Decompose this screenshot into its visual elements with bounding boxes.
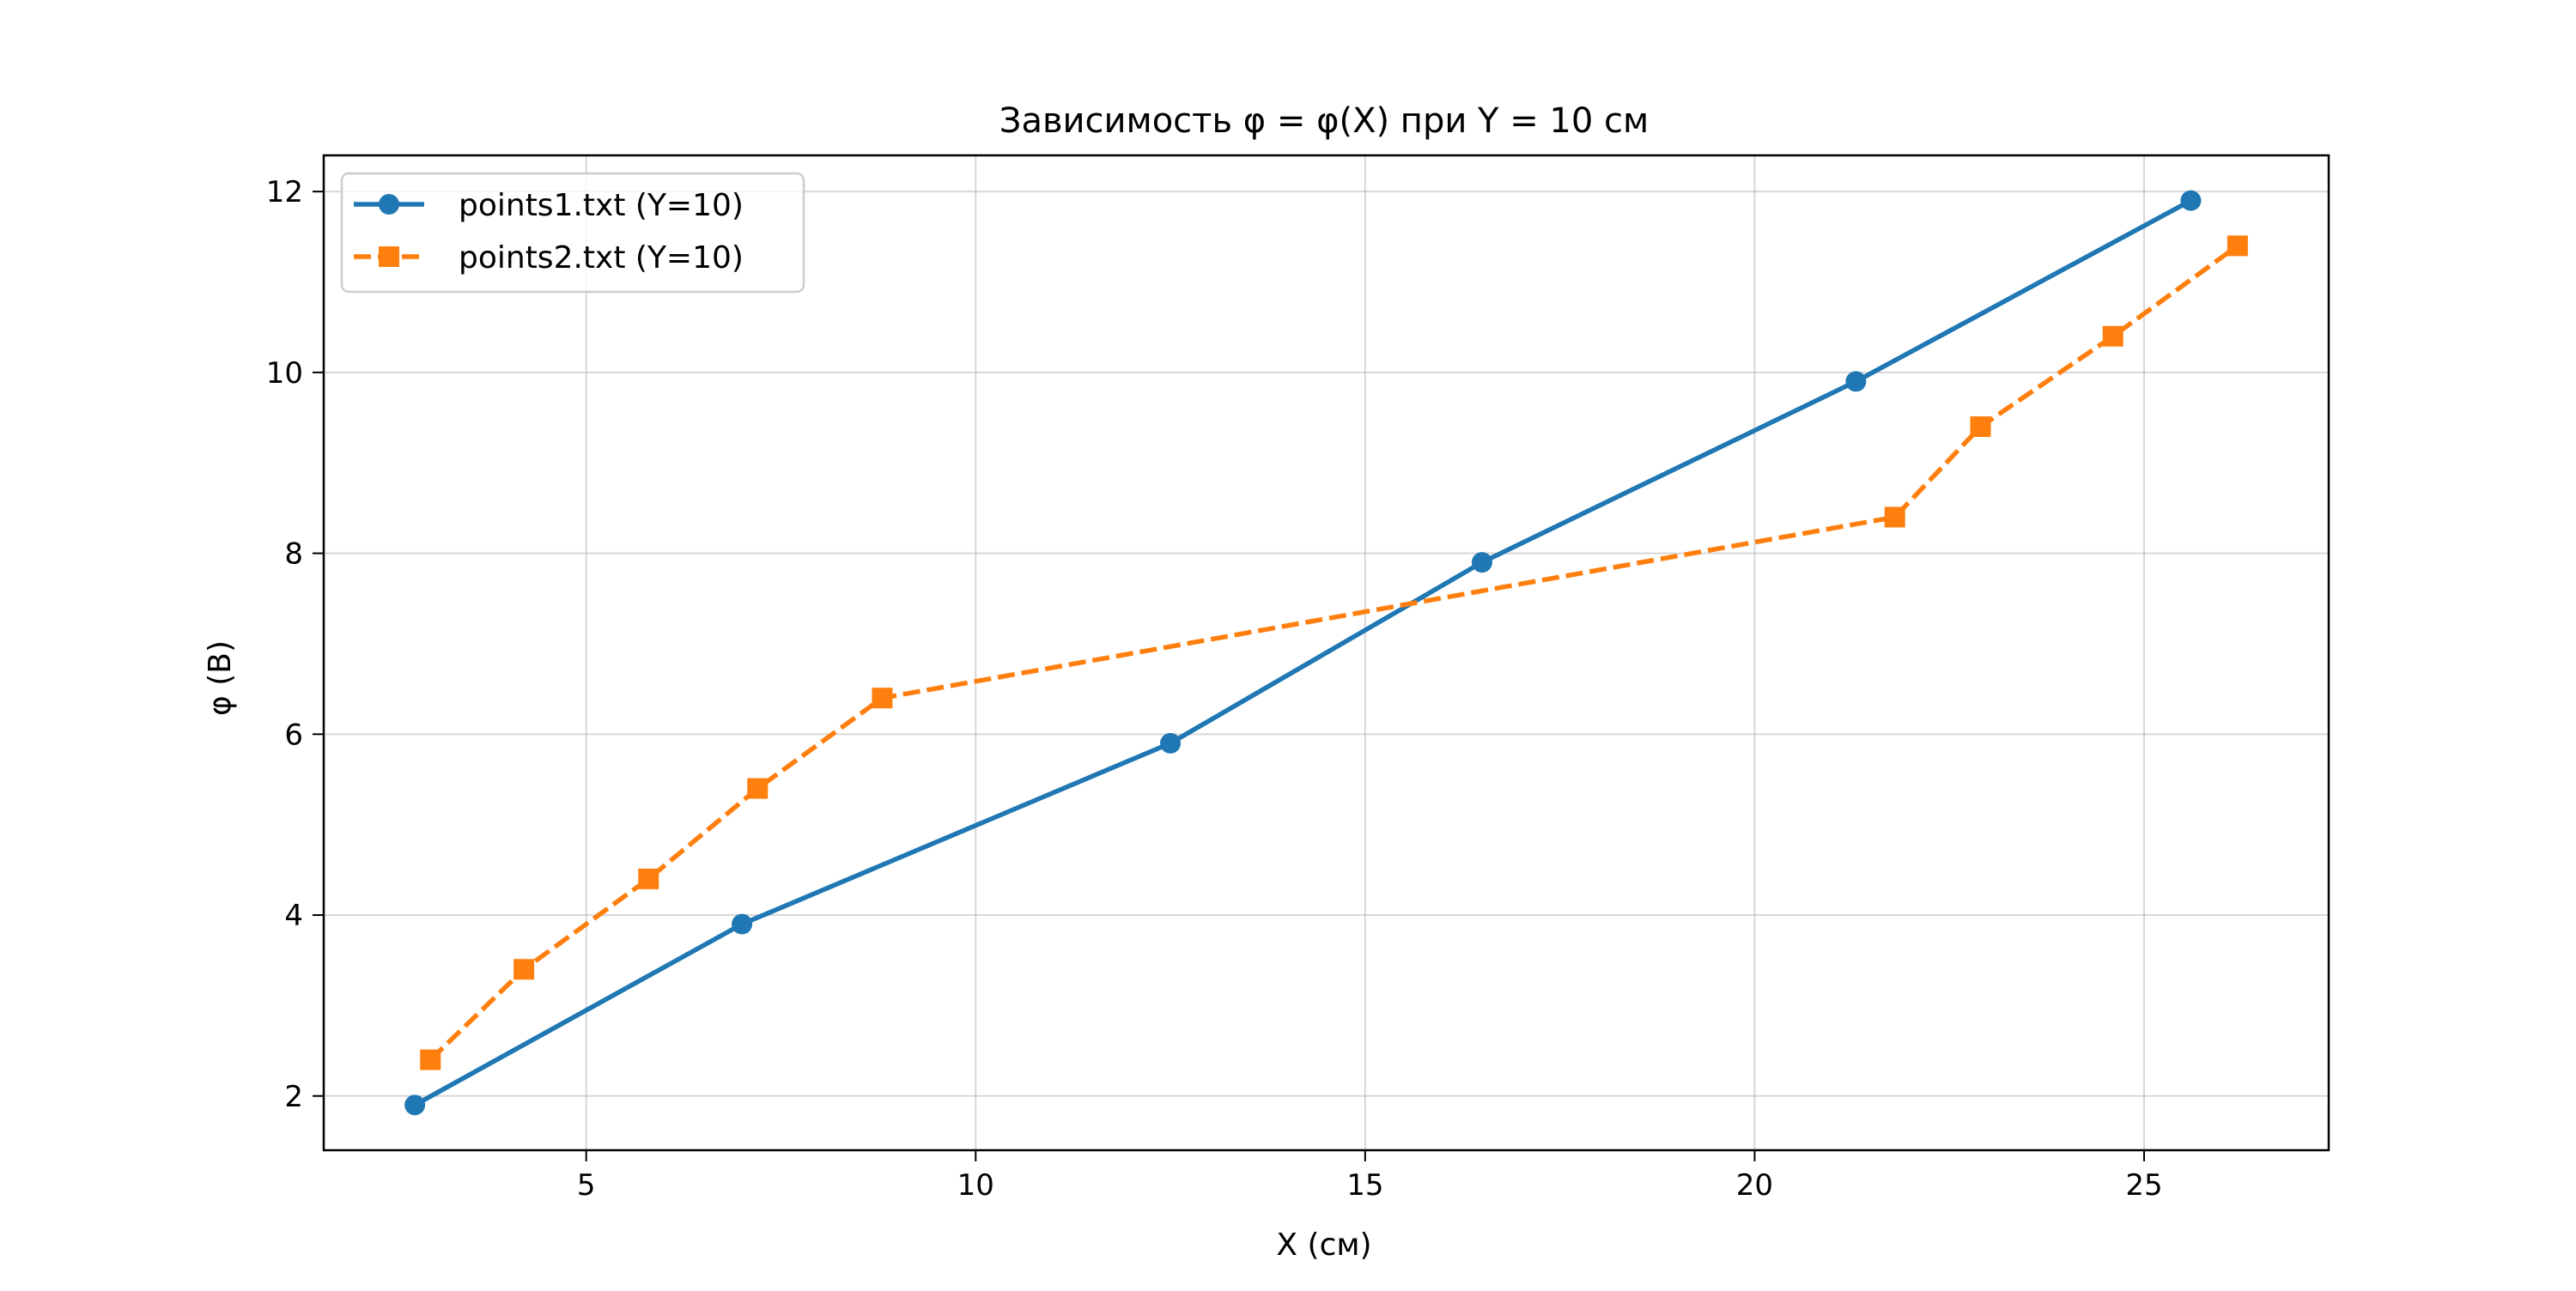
legend: points1.txt (Y=10) points2.txt (Y=10) [340, 172, 805, 294]
y-axis-label: φ (В) [203, 640, 238, 716]
data-point-series-2 [638, 868, 659, 889]
y-tick-label: 8 [284, 537, 303, 572]
legend-marker-circle-icon [379, 194, 399, 215]
data-point-series-1 [1845, 371, 1867, 392]
chart-title: Зависимость φ = φ(X) при Y = 10 см [999, 101, 1649, 141]
y-tick-label: 10 [266, 356, 303, 391]
x-axis-label: X (см) [1276, 1227, 1371, 1263]
data-point-series-2 [420, 1049, 441, 1070]
legend-label-series-1: points1.txt (Y=10) [459, 188, 744, 223]
series-line-1 [413, 198, 2192, 1107]
axes-frame [322, 154, 2330, 1152]
data-point-series-2 [872, 688, 893, 709]
data-point-series-2 [2102, 325, 2123, 347]
data-point-series-1 [2180, 190, 2202, 211]
legend-box [340, 172, 805, 294]
y-tick-label: 2 [284, 1080, 303, 1114]
data-point-series-1 [404, 1094, 426, 1116]
y-tick-label: 4 [284, 899, 303, 933]
x-tick-label: 15 [1346, 1168, 1383, 1203]
data-point-series-2 [747, 778, 769, 799]
series-layer [404, 190, 2248, 1116]
x-tick-label: 25 [2125, 1168, 2162, 1203]
data-point-series-2 [2227, 235, 2248, 257]
ticks: 5 10 15 20 25 2 4 6 8 10 12 [266, 175, 2163, 1203]
legend-label-series-2: points2.txt (Y=10) [459, 240, 744, 276]
y-tick-label: 12 [266, 175, 303, 209]
x-tick-label: 5 [577, 1168, 596, 1203]
x-tick-label: 10 [957, 1168, 994, 1203]
legend-marker-square-icon [379, 246, 399, 267]
data-point-series-1 [732, 913, 753, 935]
data-point-series-1 [1471, 552, 1492, 573]
data-point-series-2 [513, 959, 535, 980]
x-tick-label: 20 [1736, 1168, 1773, 1203]
grid [324, 155, 2329, 1150]
y-tick-label: 6 [284, 718, 303, 752]
data-point-series-2 [1970, 416, 1991, 438]
data-point-series-2 [1884, 506, 1905, 528]
data-point-series-1 [1160, 732, 1182, 754]
